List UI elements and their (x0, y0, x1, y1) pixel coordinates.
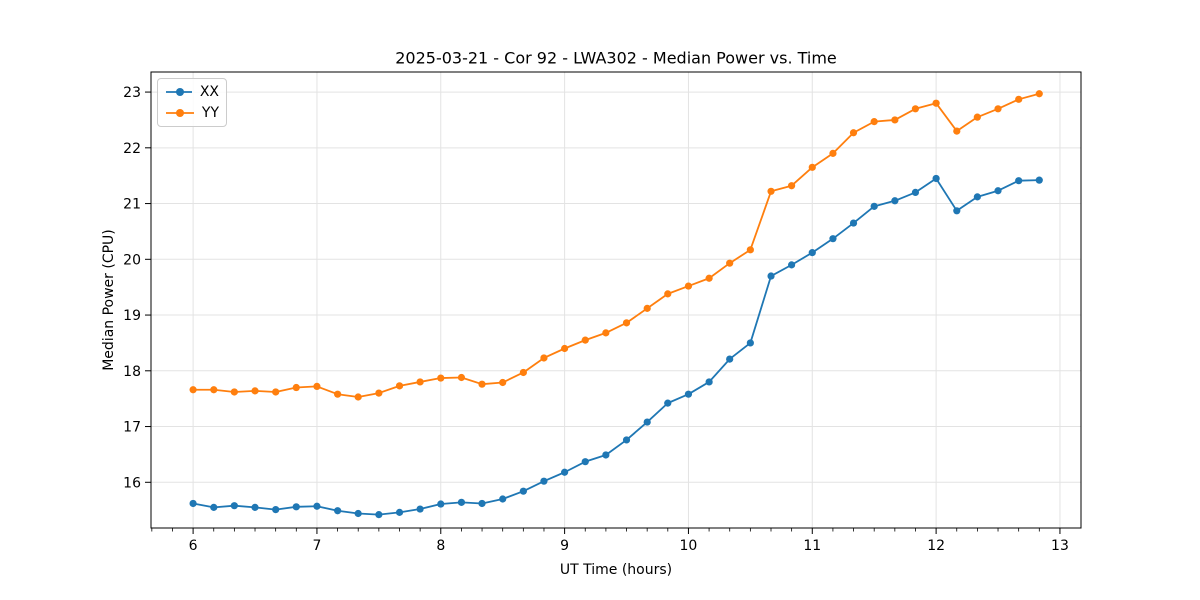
chart-title: 2025-03-21 - Cor 92 - LWA302 - Median Po… (395, 48, 837, 68)
legend-item-xx: XX (165, 84, 219, 100)
legend-line-marker-icon (166, 109, 194, 117)
svg-text:12: 12 (927, 538, 945, 554)
svg-text:10: 10 (680, 538, 698, 554)
svg-text:13: 13 (1051, 538, 1069, 554)
legend-line-marker-icon (166, 88, 192, 96)
legend: XX YY (157, 78, 227, 127)
svg-text:23: 23 (123, 85, 141, 101)
svg-text:19: 19 (123, 308, 141, 324)
x-axis-label: UT Time (hours) (559, 562, 673, 578)
svg-text:9: 9 (560, 538, 569, 554)
svg-text:7: 7 (312, 538, 321, 554)
svg-text:11: 11 (803, 538, 821, 554)
legend-label-xx: XX (199, 84, 219, 100)
y-axis-label: Median Power (CPU) (101, 229, 117, 371)
legend-label-yy: YY (201, 105, 219, 121)
svg-text:17: 17 (123, 420, 141, 436)
svg-text:16: 16 (123, 475, 141, 491)
svg-text:6: 6 (189, 538, 198, 554)
svg-text:20: 20 (123, 252, 141, 268)
svg-text:21: 21 (123, 197, 141, 213)
svg-text:22: 22 (123, 141, 141, 157)
legend-item-yy: YY (165, 105, 219, 121)
svg-text:8: 8 (436, 538, 445, 554)
svg-text:18: 18 (123, 364, 141, 380)
